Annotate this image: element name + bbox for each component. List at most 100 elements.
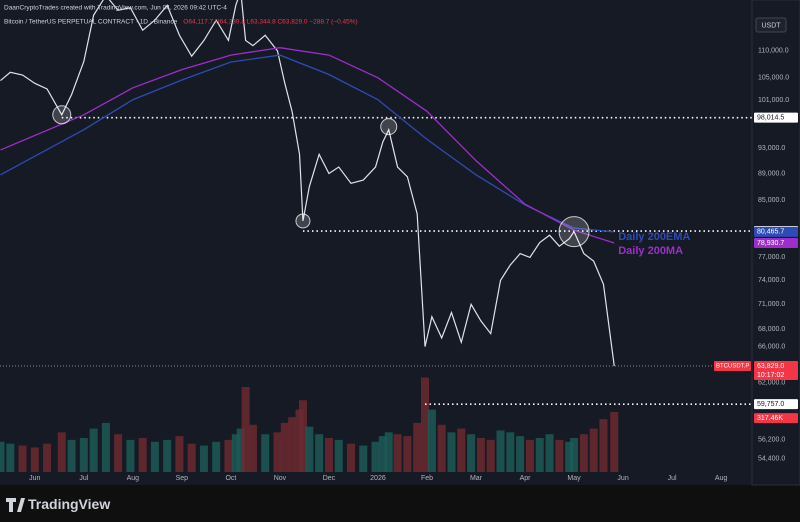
symbol-title: Bitcoin / TetherUS PERPETUAL CONTRACT · … [4,19,178,26]
x-tick-label: Nov [274,475,287,482]
ma-tag [754,226,798,237]
volume-bar [579,434,588,472]
chart-background [0,0,800,485]
y-tick-label: 105,000.0 [758,75,789,82]
level-tag [754,112,798,123]
volume-bar [371,441,380,472]
volume-bar [199,445,208,472]
volume-bar [457,428,466,472]
volume-bar [599,419,608,472]
volume-bar [427,409,436,472]
x-tick-label: Apr [520,475,532,482]
volume-bar [175,436,184,472]
volume-bar [114,434,123,472]
currency[interactable]: USDT [761,22,781,29]
ma-annotation: Daily 200EMA [618,231,690,243]
x-tick-label: May [567,475,581,482]
x-tick-label: Jul [79,475,88,482]
volume-bar [288,417,297,472]
volume-bar [610,412,619,472]
volume-bar [565,441,574,472]
volume-bar [30,447,39,472]
volume-bar [224,439,233,472]
created-by: DaanCryptoTrades created with TradingVie… [4,5,227,12]
price-tag [754,360,798,380]
volume-bar [516,436,525,472]
volume-bar [163,439,172,472]
volume-bar [101,422,110,472]
volume-bar [506,432,515,472]
highlight-circle [295,213,311,229]
ma-tag [754,238,798,249]
volume-bar [384,432,393,472]
y-tick-label: 93,000.0 [758,145,785,152]
volume-bar [324,438,333,472]
volume-bar [555,439,564,472]
x-tick-label: 2026 [370,475,386,482]
logo: TradingView [6,496,110,512]
volume-bar [570,438,579,472]
x-tick-label: Jun [617,475,628,482]
volume-bar [359,445,368,472]
volume-bar [467,434,476,472]
currency-button[interactable] [755,17,787,33]
y-tick-label: 89,000.0 [758,170,785,177]
volume-bar [138,438,147,472]
volume-bar [0,441,5,472]
x-tick-label: Aug [127,475,140,482]
volume-bar [126,439,135,472]
volume-bar [298,400,307,472]
volume-bar [236,428,245,472]
volume-bar [248,424,257,472]
volume-bar [393,434,402,472]
y-tick-label: 77,000.0 [758,254,785,261]
y-tick-label: 71,000.0 [758,301,785,308]
x-tick-label: Oct [225,475,236,482]
y-tick-label: 66,000.0 [758,343,785,350]
moving-average [0,47,615,244]
volume-bar [476,438,485,472]
volume-bar [334,439,343,472]
y-tick-label: 54,400.0 [758,455,785,462]
volume-bar [486,439,495,472]
volume-bar [150,441,159,472]
y-tick-label: 74,000.0 [758,277,785,284]
symbol-label: BTCUSDT.P [716,364,749,370]
volume-bar [525,439,534,472]
volume-bar [273,432,282,472]
price-tag-label: 63,829.0 [757,363,784,370]
countdown: 10:17:02 [757,372,784,379]
volume-bar [67,439,76,472]
ma-annotation: Daily 200MA [618,245,683,257]
y-tick-label: 110,000.0 [758,48,789,55]
volume-bar [18,445,27,472]
ma-tag-label: 78,930.7 [757,240,784,247]
y-tick-label: 68,000.0 [758,326,785,333]
x-tick-label: Jul [668,475,677,482]
volume-bar [231,434,240,472]
volume-bar [403,436,412,472]
volume-bar [305,426,314,472]
volume-bar [6,443,15,472]
x-tick-label: Dec [323,475,336,482]
y-tick-label: 56,200.0 [758,437,785,444]
x-tick-label: Feb [421,475,433,482]
volume-bar [212,441,221,472]
x-tick-label: Aug [715,475,728,482]
volume-bar [346,443,355,472]
level-label: 98,014.5 [757,115,784,122]
level-tag [754,399,798,410]
price-line [0,0,615,367]
volume-bar [89,428,98,472]
volume-bar [315,434,324,472]
volume-bar [241,387,250,472]
volume-bar [535,438,544,472]
symbol-tag [714,360,751,371]
volume-bar [378,436,387,472]
volume-bar [421,377,430,472]
ohlc: O64,117.7 H64,339.8 L63,344.8 C63,829.0 … [183,19,357,26]
volume-bar [437,424,446,472]
volume-bar [413,422,422,472]
level-label: 59,757.0 [757,401,784,408]
